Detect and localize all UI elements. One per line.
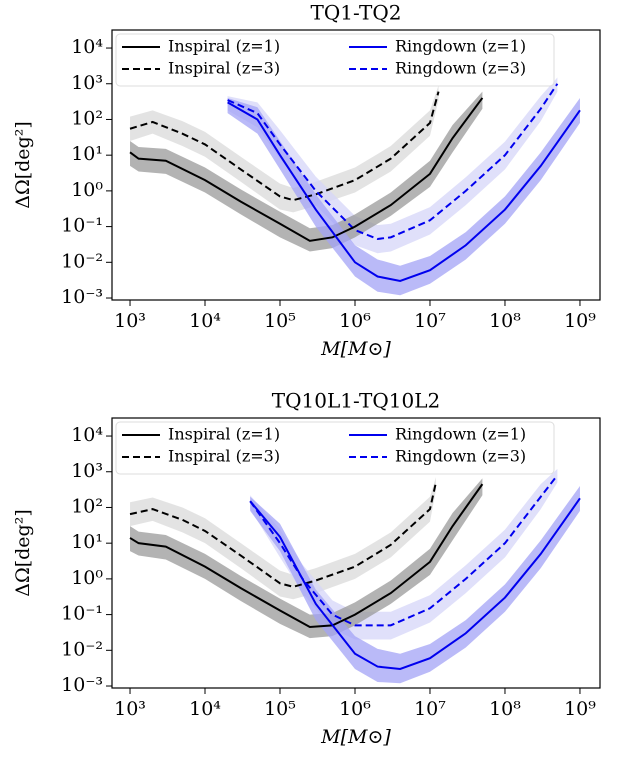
x-tick-label: 10⁹: [564, 310, 596, 332]
y-tick-label: 10⁻³: [61, 286, 103, 308]
y-tick-label: 10⁰: [71, 567, 103, 589]
x-tick-label: 10⁵: [264, 698, 296, 720]
x-tick-label: 10⁶: [339, 310, 371, 332]
y-tick-label: 10⁴: [71, 36, 103, 58]
y-tick-label: 10²: [71, 107, 103, 129]
x-tick-label: 10⁴: [189, 310, 221, 332]
series-line: [129, 483, 484, 628]
axes-frame: [111, 417, 601, 689]
x-tick-label: 10⁵: [264, 310, 296, 332]
uncertainty-band: [227, 97, 580, 296]
uncertainty-band: [130, 85, 439, 213]
legend-label: Inspiral (z=3): [168, 447, 280, 466]
legend-label: Ringdown (z=3): [395, 59, 526, 78]
legend-label: Inspiral (z=3): [168, 59, 280, 78]
y-tick-label: 10⁻³: [61, 674, 103, 696]
x-tick-label: 10⁹: [564, 698, 596, 720]
legend-label: Inspiral (z=1): [168, 37, 280, 56]
uncertainty-band: [130, 477, 436, 600]
y-tick-label: 10⁻¹: [61, 603, 103, 625]
y-tick-label: 10¹: [71, 531, 103, 553]
y-axis-label: ΔΩ[deg²]: [12, 121, 34, 209]
axes-frame: [111, 29, 601, 301]
x-tick-label: 10⁴: [189, 698, 221, 720]
x-tick-label: 10⁸: [489, 698, 521, 720]
legend-frame: [115, 33, 555, 87]
x-tick-label: 10⁶: [339, 698, 371, 720]
x-tick-label: 10⁸: [489, 310, 521, 332]
uncertainty-band: [250, 468, 558, 640]
legend-label: Ringdown (z=3): [395, 447, 526, 466]
series-line: [227, 101, 581, 283]
y-tick-label: 10³: [71, 72, 103, 94]
y-tick-label: 10⁴: [71, 424, 103, 446]
y-axis-label: ΔΩ[deg²]: [12, 509, 34, 597]
plot-area: [129, 468, 581, 684]
uncertainty-band: [130, 91, 483, 252]
legend-label: Inspiral (z=1): [168, 425, 280, 444]
series-line: [129, 91, 440, 202]
chart-title: TQ1-TQ2: [311, 1, 402, 25]
x-tick-label: 10³: [114, 698, 146, 720]
x-tick-label: 10⁷: [414, 310, 446, 332]
y-tick-label: 10⁻¹: [61, 215, 103, 237]
plot-area: [129, 77, 581, 296]
series-line: [249, 497, 581, 670]
series-line: [227, 83, 559, 241]
chart-title: TQ10L1-TQ10L2: [272, 389, 440, 413]
series-line: [129, 482, 437, 588]
x-axis-label: M[M⊙]: [320, 726, 391, 748]
x-tick-label: 10⁷: [414, 698, 446, 720]
y-tick-label: 10⁻²: [61, 250, 103, 272]
y-tick-label: 10³: [71, 460, 103, 482]
y-tick-label: 10²: [71, 495, 103, 517]
x-tick-label: 10³: [114, 310, 146, 332]
x-axis-label: M[M⊙]: [320, 338, 391, 360]
y-tick-label: 10¹: [71, 143, 103, 165]
series-line: [129, 97, 484, 242]
legend-label: Ringdown (z=1): [395, 425, 526, 444]
uncertainty-band: [250, 485, 580, 684]
y-tick-label: 10⁰: [71, 179, 103, 201]
uncertainty-band: [130, 478, 483, 639]
legend-label: Ringdown (z=1): [395, 37, 526, 56]
legend-frame: [115, 421, 555, 475]
y-tick-label: 10⁻²: [61, 638, 103, 660]
